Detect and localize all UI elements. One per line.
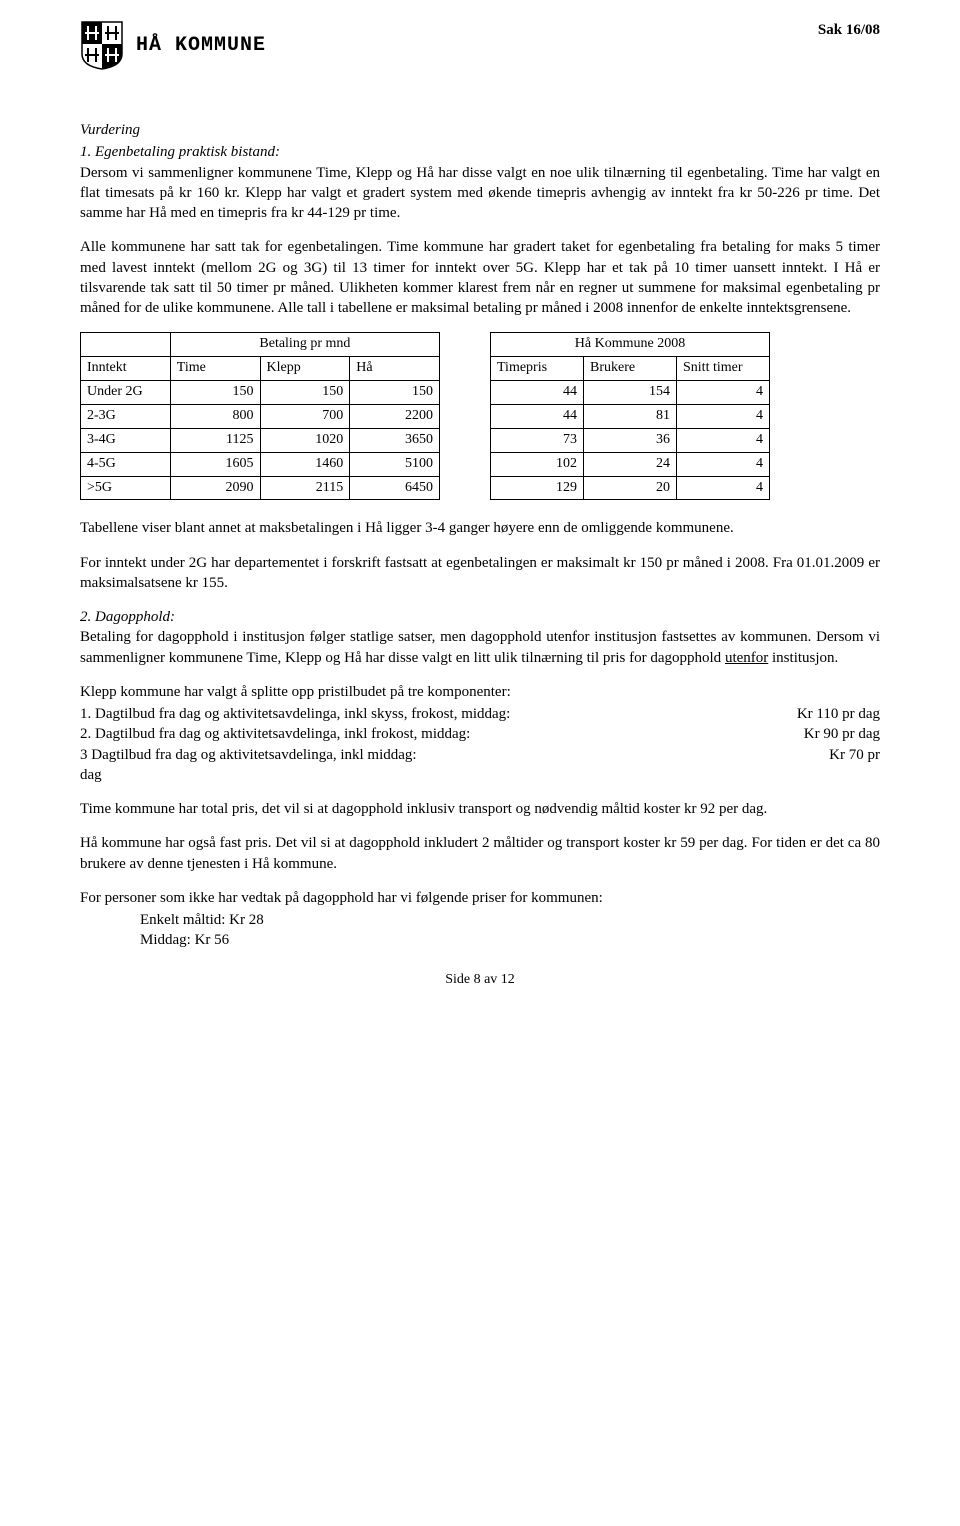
table-cell: 44 bbox=[491, 404, 584, 428]
s2-p1-underlined: utenfor bbox=[725, 650, 768, 666]
table-cell: 129 bbox=[491, 476, 584, 500]
table-cell: 2090 bbox=[170, 476, 260, 500]
table-header: Snitt timer bbox=[677, 357, 770, 381]
meal-prices: Enkelt måltid: Kr 28 Middag: Kr 56 bbox=[80, 910, 880, 951]
table-cell: 4 bbox=[677, 381, 770, 405]
list-item-price: Kr 90 pr dag bbox=[784, 724, 880, 744]
table-cell: 4 bbox=[677, 404, 770, 428]
table-row: 3-4G 1125 1020 3650 bbox=[81, 428, 440, 452]
s2-block: 2. Dagopphold: Betaling for dagopphold i… bbox=[80, 607, 880, 668]
list-item-price: Kr 110 pr dag bbox=[777, 704, 880, 724]
list-item-price: Kr 70 pr bbox=[809, 745, 880, 765]
p-personer: For personer som ikke har vedtak på dago… bbox=[80, 888, 880, 908]
org-title: HÅ KOMMUNE bbox=[136, 32, 266, 59]
p-haa: Hå kommune har også fast pris. Det vil s… bbox=[80, 833, 880, 874]
table-cell: 24 bbox=[584, 452, 677, 476]
page-footer: Side 8 av 12 bbox=[80, 971, 880, 990]
table-cell: 102 bbox=[491, 452, 584, 476]
table-cell: 81 bbox=[584, 404, 677, 428]
table-row: Inntekt Time Klepp Hå bbox=[81, 357, 440, 381]
table-cell: 1020 bbox=[260, 428, 350, 452]
table-header: Klepp bbox=[260, 357, 350, 381]
table-cell: 73 bbox=[491, 428, 584, 452]
table-cell: 1460 bbox=[260, 452, 350, 476]
table-row: 4-5G 1605 1460 5100 bbox=[81, 452, 440, 476]
table-row: Betaling pr mnd bbox=[81, 333, 440, 357]
table-row: Under 2G 150 150 150 bbox=[81, 381, 440, 405]
s2-title: 2. Dagopphold: bbox=[80, 609, 175, 625]
tables-container: Betaling pr mnd Inntekt Time Klepp Hå Un… bbox=[80, 332, 880, 500]
list-intro: Klepp kommune har valgt å splitte opp pr… bbox=[80, 682, 880, 702]
list-item-text: 3 Dagtilbud fra dag og aktivitetsavdelin… bbox=[80, 745, 809, 765]
enkelt-meal: Enkelt måltid: Kr 28 bbox=[140, 910, 880, 930]
vurdering-title: Vurdering bbox=[80, 120, 880, 140]
list-item-suffix: dag bbox=[80, 765, 880, 785]
table-header: Inntekt bbox=[81, 357, 171, 381]
case-number: Sak 16/08 bbox=[818, 20, 880, 40]
table-cell: 4 bbox=[677, 452, 770, 476]
list-item: 1. Dagtilbud fra dag og aktivitetsavdeli… bbox=[80, 704, 880, 724]
table-cell: 4 bbox=[677, 428, 770, 452]
list-item: 3 Dagtilbud fra dag og aktivitetsavdelin… bbox=[80, 745, 880, 765]
table-header: Time bbox=[170, 357, 260, 381]
klepp-list: Klepp kommune har valgt å splitte opp pr… bbox=[80, 682, 880, 785]
table-row: 2-3G 800 700 2200 bbox=[81, 404, 440, 428]
table-cell bbox=[81, 333, 171, 357]
table-cell: 36 bbox=[584, 428, 677, 452]
table-cell: 6450 bbox=[350, 476, 440, 500]
table-cell: 3650 bbox=[350, 428, 440, 452]
table-row: 73 36 4 bbox=[491, 428, 770, 452]
table-row: Hå Kommune 2008 bbox=[491, 333, 770, 357]
table-cell: 4 bbox=[677, 476, 770, 500]
page-header: HÅ KOMMUNE Sak 16/08 bbox=[80, 20, 880, 70]
payment-table: Betaling pr mnd Inntekt Time Klepp Hå Un… bbox=[80, 332, 440, 500]
table-cell: >5G bbox=[81, 476, 171, 500]
after-tables-p2: For inntekt under 2G har departementet i… bbox=[80, 553, 880, 594]
table-cell: 1125 bbox=[170, 428, 260, 452]
haa-table: Hå Kommune 2008 Timepris Brukere Snitt t… bbox=[490, 332, 770, 500]
table-cell: 150 bbox=[260, 381, 350, 405]
table-cell: 150 bbox=[170, 381, 260, 405]
table-cell: Under 2G bbox=[81, 381, 171, 405]
table-cell: 3-4G bbox=[81, 428, 171, 452]
p-time: Time kommune har total pris, det vil si … bbox=[80, 799, 880, 819]
table-header: Timepris bbox=[491, 357, 584, 381]
list-item-text: 2. Dagtilbud fra dag og aktivitetsavdeli… bbox=[80, 724, 784, 744]
table-row: 44 154 4 bbox=[491, 381, 770, 405]
middag-meal: Middag: Kr 56 bbox=[140, 930, 880, 950]
table-cell: 1605 bbox=[170, 452, 260, 476]
table-cell: 2200 bbox=[350, 404, 440, 428]
section1: 1. Egenbetaling praktisk bistand: Dersom… bbox=[80, 142, 880, 223]
table-cell: 4-5G bbox=[81, 452, 171, 476]
s1-p1: Dersom vi sammenligner kommunene Time, K… bbox=[80, 165, 880, 222]
table-cell: 20 bbox=[584, 476, 677, 500]
list-item: 2. Dagtilbud fra dag og aktivitetsavdeli… bbox=[80, 724, 880, 744]
table-cell: 44 bbox=[491, 381, 584, 405]
table-cell: 5100 bbox=[350, 452, 440, 476]
table-cell: 800 bbox=[170, 404, 260, 428]
table-row: 129 20 4 bbox=[491, 476, 770, 500]
table-row: 102 24 4 bbox=[491, 452, 770, 476]
table-header: Hå bbox=[350, 357, 440, 381]
table-row: >5G 2090 2115 6450 bbox=[81, 476, 440, 500]
s2-p1c: institusjon. bbox=[768, 650, 838, 666]
table-cell: 2115 bbox=[260, 476, 350, 500]
table-caption: Betaling pr mnd bbox=[170, 333, 439, 357]
table-header: Brukere bbox=[584, 357, 677, 381]
s1-p2: Alle kommunene har satt tak for egenbeta… bbox=[80, 237, 880, 318]
table-row: 44 81 4 bbox=[491, 404, 770, 428]
table-cell: 154 bbox=[584, 381, 677, 405]
after-tables-p1: Tabellene viser blant annet at maksbetal… bbox=[80, 518, 880, 538]
table-row: Timepris Brukere Snitt timer bbox=[491, 357, 770, 381]
table-cell: 700 bbox=[260, 404, 350, 428]
table-cell: 2-3G bbox=[81, 404, 171, 428]
s1-title: 1. Egenbetaling praktisk bistand: bbox=[80, 144, 280, 160]
municipality-logo-icon bbox=[80, 20, 124, 70]
table-caption: Hå Kommune 2008 bbox=[491, 333, 770, 357]
header-left: HÅ KOMMUNE bbox=[80, 20, 266, 70]
list-item-text: 1. Dagtilbud fra dag og aktivitetsavdeli… bbox=[80, 704, 777, 724]
table-cell: 150 bbox=[350, 381, 440, 405]
